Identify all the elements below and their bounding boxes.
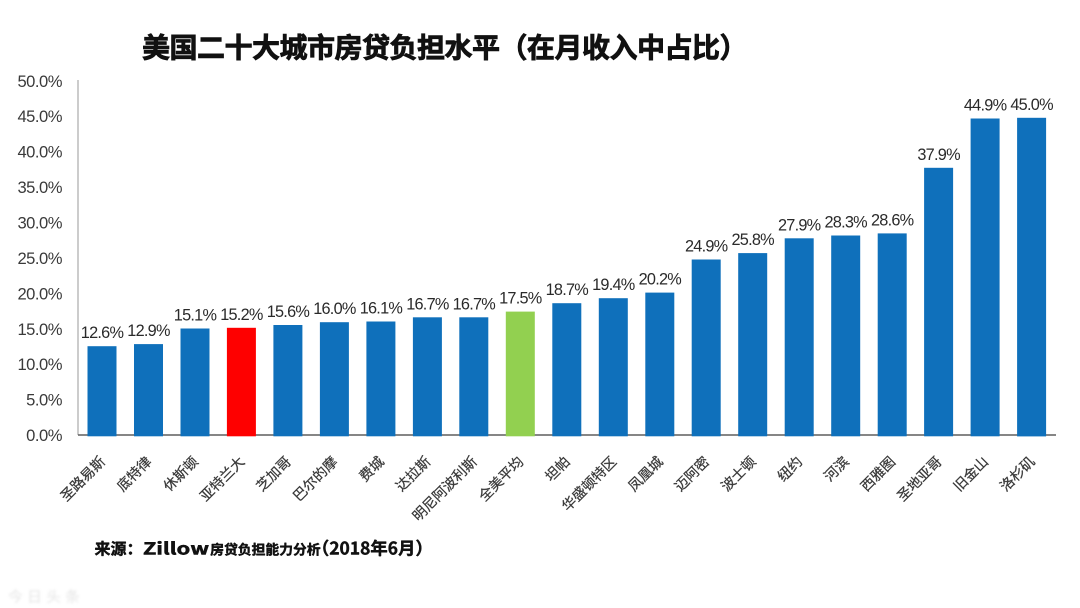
svg-text:25.8%: 25.8%: [731, 231, 774, 249]
svg-text:17.5%: 17.5%: [499, 290, 542, 308]
svg-text:37.9%: 37.9%: [917, 146, 960, 164]
svg-text:15.2%: 15.2%: [220, 306, 263, 324]
svg-text:28.6%: 28.6%: [871, 211, 914, 229]
svg-text:16.1%: 16.1%: [360, 300, 403, 318]
svg-text:25.0%: 25.0%: [17, 249, 62, 268]
svg-text:15.0%: 15.0%: [17, 320, 62, 339]
svg-text:15.1%: 15.1%: [174, 307, 217, 325]
svg-text:15.6%: 15.6%: [267, 303, 310, 321]
svg-text:28.3%: 28.3%: [824, 214, 867, 232]
svg-text:16.0%: 16.0%: [313, 300, 356, 318]
svg-text:16.7%: 16.7%: [406, 295, 449, 313]
svg-text:12.9%: 12.9%: [127, 322, 170, 340]
svg-text:24.9%: 24.9%: [685, 238, 728, 256]
svg-text:20.0%: 20.0%: [17, 284, 62, 303]
svg-text:45.0%: 45.0%: [17, 107, 62, 126]
svg-text:0.0%: 0.0%: [26, 426, 63, 445]
svg-text:20.2%: 20.2%: [639, 271, 682, 289]
svg-text:35.0%: 35.0%: [17, 178, 62, 197]
svg-text:10.0%: 10.0%: [17, 355, 62, 374]
svg-text:18.7%: 18.7%: [546, 281, 589, 299]
svg-text:45.0%: 45.0%: [1010, 96, 1053, 114]
svg-text:16.7%: 16.7%: [453, 295, 496, 313]
svg-text:40.0%: 40.0%: [17, 143, 62, 162]
svg-text:12.6%: 12.6%: [81, 324, 124, 342]
svg-text:19.4%: 19.4%: [592, 276, 635, 294]
svg-text:30.0%: 30.0%: [17, 214, 62, 233]
svg-text:50.0%: 50.0%: [17, 72, 62, 91]
svg-text:5.0%: 5.0%: [26, 391, 63, 410]
svg-text:44.9%: 44.9%: [964, 97, 1007, 115]
svg-text:27.9%: 27.9%: [778, 216, 821, 234]
